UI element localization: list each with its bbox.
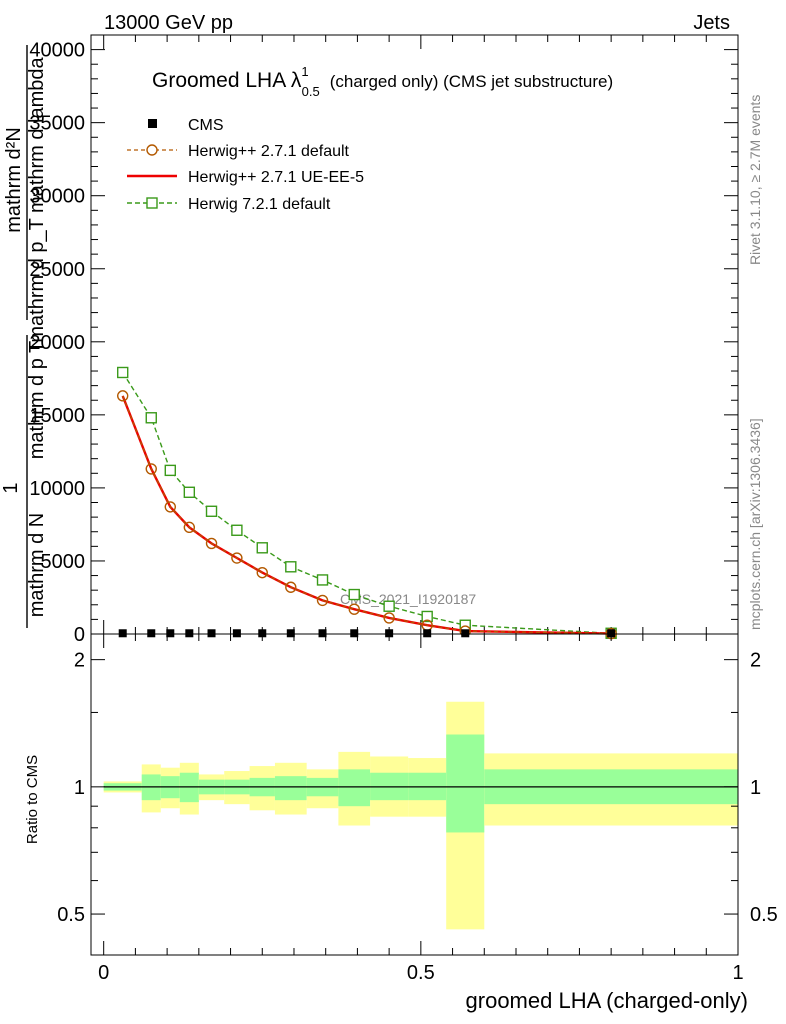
header-right: Jets bbox=[693, 12, 730, 34]
point-cms bbox=[286, 629, 295, 638]
chart-title: Groomed LHA λ1 0.5(charged only) (CMS jet… bbox=[152, 64, 613, 99]
ratio-y-axis-label: Ratio to CMS bbox=[24, 755, 41, 844]
point-herwig-default bbox=[383, 612, 395, 624]
point-cms bbox=[207, 629, 216, 638]
point-herwig721 bbox=[117, 366, 129, 379]
x-tick-label: 0.5 bbox=[407, 962, 435, 984]
point-herwig721 bbox=[164, 464, 176, 477]
series-line-herwig-default bbox=[122, 395, 612, 635]
ratio-y-tick-label: 1 bbox=[74, 777, 85, 799]
point-cms bbox=[461, 629, 470, 638]
point-herwig721 bbox=[383, 600, 395, 612]
y-tick-label: 40000 bbox=[29, 40, 85, 62]
point-cms bbox=[258, 629, 267, 638]
legend-marker-herwig-default bbox=[146, 144, 158, 156]
point-herwig721 bbox=[459, 619, 471, 631]
y-tick-label: 35000 bbox=[29, 113, 85, 135]
point-herwig-default bbox=[231, 552, 243, 564]
ratio-y-tick-label: 2 bbox=[74, 650, 85, 672]
legend-marker-herwig721 bbox=[146, 197, 158, 209]
ratio-plot: 0.5 0.5 1 1 2 2 0 0.5 1 groomed LHA (charged-only… bbox=[24, 633, 778, 1013]
y-tick-label: 10000 bbox=[29, 478, 85, 500]
y-tick-label: 15000 bbox=[29, 405, 85, 427]
ratio-y-tick-label-right: 0.5 bbox=[750, 904, 778, 926]
point-cms bbox=[607, 629, 616, 638]
point-herwig721 bbox=[145, 412, 157, 424]
main-plot: 0 5000 10000 15000 20000 25000 30000 35000 40000… bbox=[0, 34, 739, 646]
point-cms bbox=[147, 629, 156, 638]
point-herwig721 bbox=[256, 542, 268, 554]
point-cms bbox=[166, 629, 175, 638]
x-tick-label: 1 bbox=[732, 962, 743, 984]
point-cms bbox=[318, 629, 327, 638]
point-herwig721 bbox=[183, 486, 196, 498]
point-herwig-default bbox=[256, 566, 268, 579]
legend-marker-cms bbox=[148, 119, 157, 128]
legend-label-cms: CMS bbox=[188, 117, 224, 134]
y-tick-label: 20000 bbox=[29, 332, 85, 354]
point-herwig-default bbox=[117, 390, 129, 402]
point-cms bbox=[423, 629, 432, 638]
point-herwig-default bbox=[205, 537, 218, 550]
point-cms bbox=[185, 629, 194, 638]
point-herwig721 bbox=[285, 561, 297, 573]
x-tick-label: 0 bbox=[98, 962, 109, 984]
point-herwig721 bbox=[348, 588, 360, 601]
point-herwig-default bbox=[183, 521, 196, 534]
y-axis-label-norm: mathrm d N bbox=[26, 513, 48, 617]
point-herwig-default bbox=[145, 463, 157, 475]
y-axis-label-den: mathrm d p_T mathrm d lambda bbox=[26, 56, 48, 342]
y-tick-label: 0 bbox=[74, 624, 85, 646]
point-cms bbox=[232, 629, 241, 638]
ratio-frame bbox=[90, 633, 739, 956]
y-tick-label: 25000 bbox=[29, 259, 85, 281]
legend-label-herwig721: Herwig 7.2.1 default bbox=[188, 196, 331, 213]
mcplots-label: mcplots.cern.ch [arXiv:1306.3436] bbox=[747, 418, 763, 630]
point-herwig-default bbox=[348, 603, 360, 615]
header-left: 13000 GeV pp bbox=[104, 12, 233, 34]
y-tick-label: 30000 bbox=[29, 186, 85, 208]
point-herwig721 bbox=[231, 524, 243, 536]
point-herwig-default bbox=[164, 501, 176, 513]
point-cms bbox=[350, 629, 359, 638]
ratio-band-inner bbox=[446, 734, 485, 833]
y-axis-label-lead: 1 bbox=[0, 482, 22, 493]
ratio-y-tick-label: 0.5 bbox=[57, 904, 85, 926]
legend-label-herwig-ueee5: Herwig++ 2.7.1 UE-EE-5 bbox=[188, 169, 364, 186]
x-axis-label: groomed LHA (charged-only) bbox=[466, 988, 748, 1013]
point-herwig721 bbox=[421, 610, 433, 623]
point-herwig-default bbox=[285, 581, 297, 593]
ratio-band-inner bbox=[338, 769, 371, 807]
ratio-y-tick-label-right: 2 bbox=[750, 650, 761, 672]
ratio-band-inner bbox=[274, 776, 307, 801]
point-herwig721 bbox=[316, 574, 329, 586]
y-axis-label-norm-den: mathrm d p T bbox=[26, 341, 48, 460]
watermark: CMS_2021_I1920187 bbox=[340, 591, 476, 607]
ratio-y-tick-label-right: 1 bbox=[750, 777, 761, 799]
y-axis-label-num: mathrm d²N bbox=[3, 127, 25, 233]
rivet-label: Rivet 3.1.10, ≥ 2.7M events bbox=[747, 95, 763, 265]
point-herwig-default bbox=[316, 594, 329, 607]
legend-label-herwig-default: Herwig++ 2.7.1 default bbox=[188, 143, 350, 160]
y-tick-label: 5000 bbox=[41, 551, 86, 573]
point-cms bbox=[118, 629, 127, 638]
point-herwig721 bbox=[205, 505, 218, 517]
point-cms bbox=[385, 629, 394, 638]
